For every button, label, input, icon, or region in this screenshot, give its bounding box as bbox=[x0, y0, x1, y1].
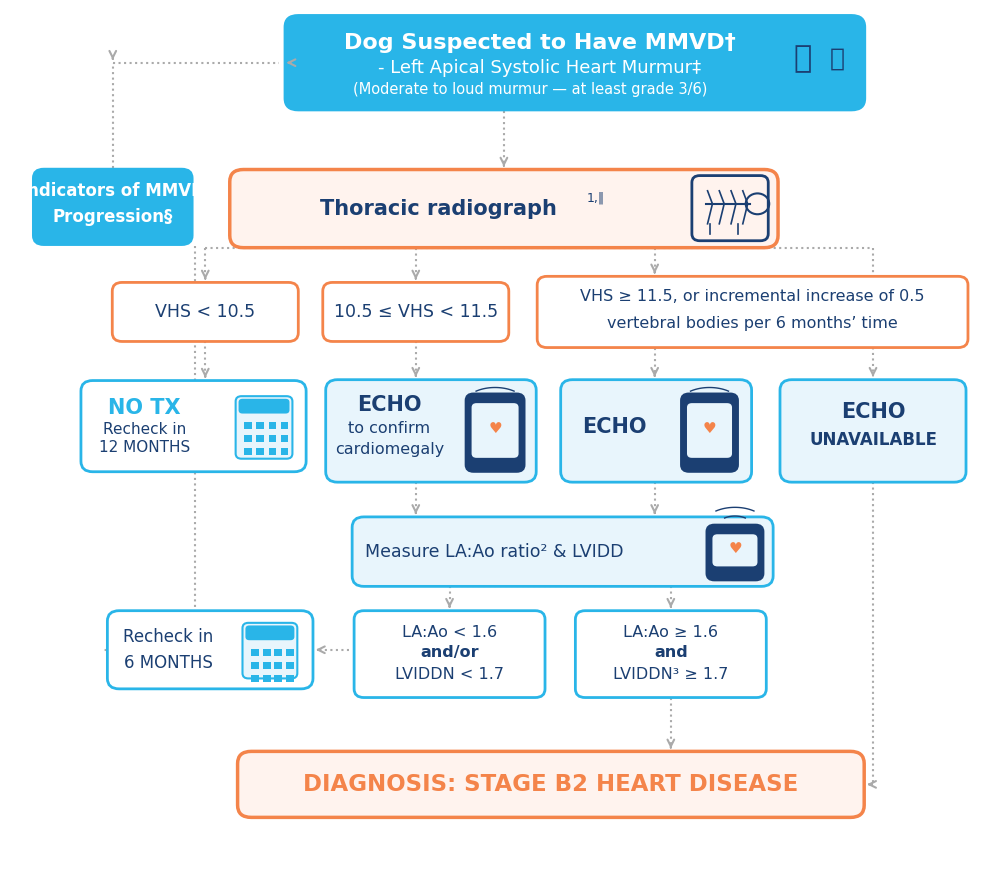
Bar bbox=[275, 662, 282, 669]
Bar bbox=[281, 435, 289, 442]
Bar bbox=[244, 422, 253, 429]
Bar bbox=[269, 448, 277, 455]
FancyBboxPatch shape bbox=[706, 524, 764, 580]
Text: VHS < 10.5: VHS < 10.5 bbox=[155, 303, 256, 321]
FancyBboxPatch shape bbox=[778, 21, 858, 104]
FancyBboxPatch shape bbox=[242, 623, 298, 678]
Bar bbox=[252, 662, 260, 669]
Bar bbox=[286, 649, 294, 656]
FancyBboxPatch shape bbox=[537, 276, 968, 348]
Bar bbox=[281, 448, 289, 455]
Text: 12 MONTHS: 12 MONTHS bbox=[99, 440, 190, 454]
Text: and/or: and/or bbox=[421, 645, 479, 661]
FancyBboxPatch shape bbox=[235, 396, 293, 459]
FancyBboxPatch shape bbox=[237, 752, 864, 817]
FancyBboxPatch shape bbox=[113, 282, 299, 342]
Text: 🐩: 🐩 bbox=[794, 44, 812, 73]
Text: UNAVAILABLE: UNAVAILABLE bbox=[809, 431, 937, 448]
Text: 6 MONTHS: 6 MONTHS bbox=[124, 654, 212, 672]
Text: vertebral bodies per 6 months’ time: vertebral bodies per 6 months’ time bbox=[608, 316, 898, 330]
FancyBboxPatch shape bbox=[472, 403, 518, 458]
FancyBboxPatch shape bbox=[692, 176, 769, 240]
Bar bbox=[269, 435, 277, 442]
Bar bbox=[275, 675, 282, 682]
FancyBboxPatch shape bbox=[326, 379, 536, 482]
Text: DIAGNOSIS: STAGE B2 HEART DISEASE: DIAGNOSIS: STAGE B2 HEART DISEASE bbox=[303, 773, 799, 796]
Text: LA:Ao ≥ 1.6: LA:Ao ≥ 1.6 bbox=[624, 625, 718, 640]
Text: and: and bbox=[654, 645, 688, 661]
Text: LVIDDN³ ≥ 1.7: LVIDDN³ ≥ 1.7 bbox=[613, 667, 728, 682]
Bar bbox=[263, 662, 271, 669]
FancyBboxPatch shape bbox=[245, 626, 295, 641]
Text: 🐕: 🐕 bbox=[829, 46, 844, 71]
Text: Progression§: Progression§ bbox=[52, 208, 173, 226]
Text: Recheck in: Recheck in bbox=[123, 628, 213, 646]
Text: Dog Suspected to Have MMVD†: Dog Suspected to Have MMVD† bbox=[344, 33, 735, 53]
Text: (Moderate to loud murmur — at least grade 3/6): (Moderate to loud murmur — at least grad… bbox=[353, 82, 707, 97]
Text: Thoracic radiograph: Thoracic radiograph bbox=[320, 198, 556, 218]
FancyBboxPatch shape bbox=[560, 379, 751, 482]
Bar bbox=[286, 662, 294, 669]
Text: ECHO: ECHO bbox=[841, 402, 905, 422]
Text: cardiomegaly: cardiomegaly bbox=[335, 442, 444, 457]
FancyBboxPatch shape bbox=[323, 282, 509, 342]
Text: to confirm: to confirm bbox=[348, 421, 431, 436]
Bar bbox=[286, 675, 294, 682]
Bar bbox=[252, 649, 260, 656]
Bar bbox=[269, 422, 277, 429]
FancyBboxPatch shape bbox=[284, 14, 866, 111]
Text: Indicators of MMVD: Indicators of MMVD bbox=[21, 183, 204, 200]
Bar bbox=[257, 435, 265, 442]
FancyBboxPatch shape bbox=[712, 534, 758, 566]
Bar bbox=[244, 448, 253, 455]
FancyBboxPatch shape bbox=[687, 403, 732, 458]
Text: ECHO: ECHO bbox=[357, 395, 422, 415]
Bar bbox=[252, 675, 260, 682]
FancyBboxPatch shape bbox=[681, 393, 737, 472]
FancyBboxPatch shape bbox=[229, 170, 778, 247]
Bar bbox=[244, 435, 253, 442]
Text: 1,‖: 1,‖ bbox=[586, 191, 605, 205]
Text: ♥: ♥ bbox=[728, 541, 741, 556]
FancyBboxPatch shape bbox=[108, 611, 313, 689]
FancyBboxPatch shape bbox=[466, 393, 524, 472]
Bar bbox=[281, 422, 289, 429]
Bar bbox=[263, 649, 271, 656]
FancyBboxPatch shape bbox=[354, 611, 545, 697]
FancyBboxPatch shape bbox=[80, 380, 306, 472]
Text: ♥: ♥ bbox=[702, 420, 716, 436]
Text: - Left Apical Systolic Heart Murmur‡: - Left Apical Systolic Heart Murmur‡ bbox=[378, 59, 701, 77]
Text: LVIDDN < 1.7: LVIDDN < 1.7 bbox=[395, 667, 504, 682]
Text: 10.5 ≤ VHS < 11.5: 10.5 ≤ VHS < 11.5 bbox=[334, 303, 498, 321]
Text: Measure LA:Ao ratio² & LVIDD: Measure LA:Ao ratio² & LVIDD bbox=[365, 543, 624, 560]
FancyBboxPatch shape bbox=[352, 517, 774, 586]
Text: ECHO: ECHO bbox=[582, 417, 647, 437]
Bar bbox=[275, 649, 282, 656]
Text: Recheck in: Recheck in bbox=[103, 422, 186, 437]
FancyBboxPatch shape bbox=[32, 168, 193, 246]
FancyBboxPatch shape bbox=[575, 611, 767, 697]
Text: VHS ≥ 11.5, or incremental increase of 0.5: VHS ≥ 11.5, or incremental increase of 0… bbox=[580, 288, 925, 304]
Text: ♥: ♥ bbox=[488, 420, 502, 436]
Bar bbox=[257, 422, 265, 429]
Text: LA:Ao < 1.6: LA:Ao < 1.6 bbox=[402, 625, 497, 640]
Bar bbox=[263, 675, 271, 682]
FancyBboxPatch shape bbox=[238, 399, 290, 413]
FancyBboxPatch shape bbox=[780, 379, 966, 482]
Bar bbox=[257, 448, 265, 455]
Text: NO TX: NO TX bbox=[109, 398, 181, 418]
